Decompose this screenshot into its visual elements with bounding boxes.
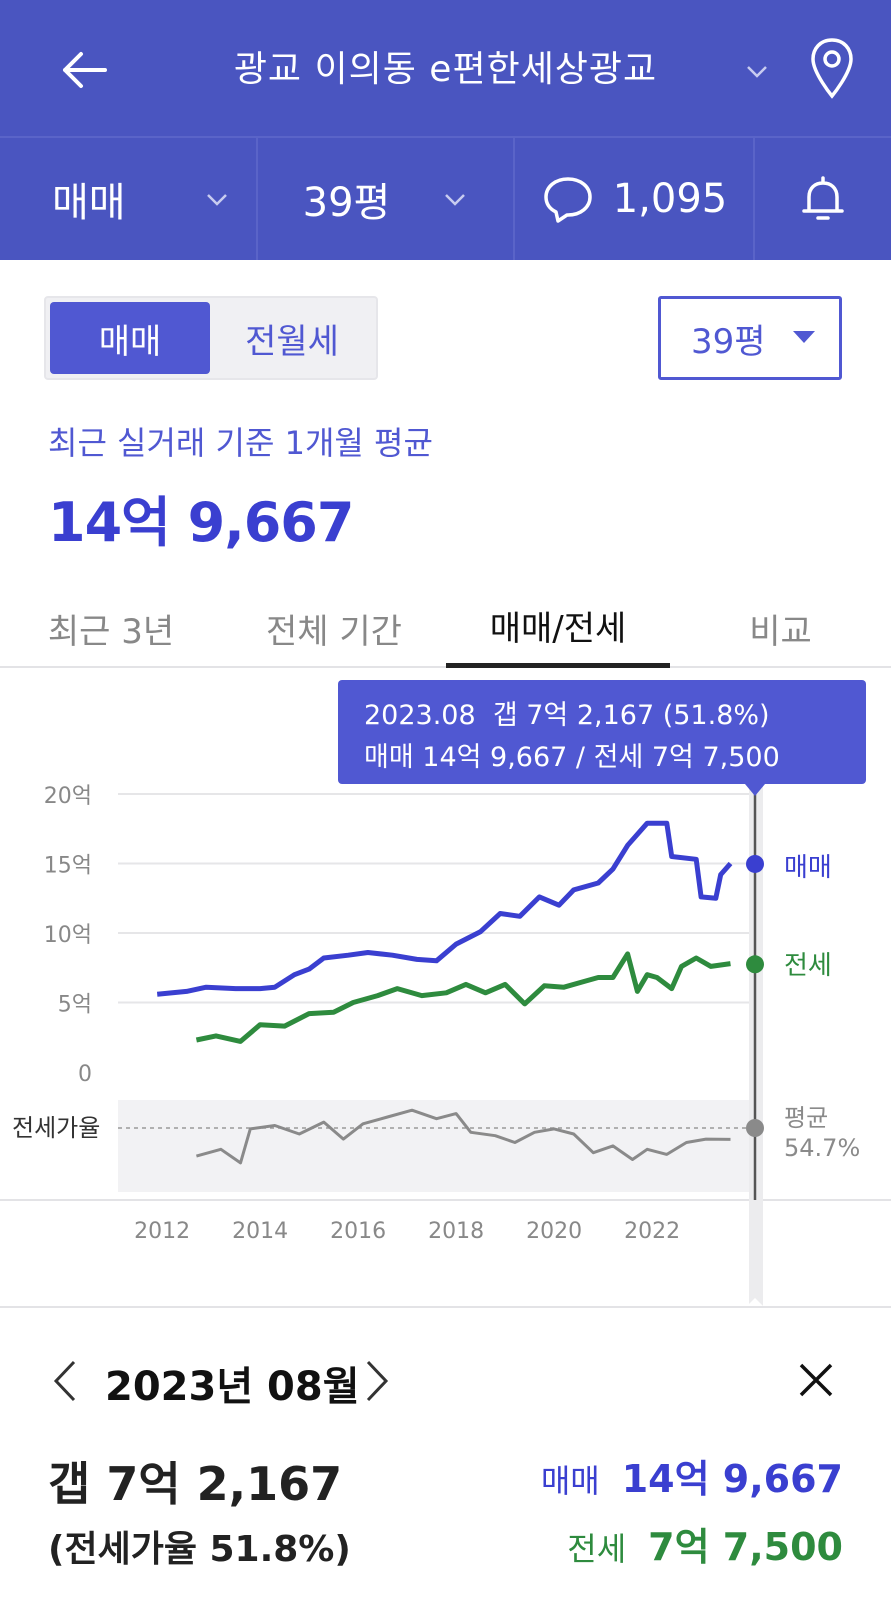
jeonse-label: 전세 [567, 1530, 627, 1568]
tab-compare[interactable]: 비교 [749, 611, 812, 652]
y-tick-label: 0 [78, 1062, 92, 1087]
sale-series-label: 매매 [784, 853, 832, 883]
chevron-down-icon [207, 194, 227, 206]
back-arrow-icon [63, 52, 107, 88]
trade-toggle: 매매 전월세 [44, 296, 378, 380]
chart-grid [118, 793, 755, 1004]
ratio-average-label: 평균 [784, 1104, 828, 1132]
close-icon[interactable] [796, 1360, 836, 1400]
cursor-notch [747, 1298, 763, 1306]
ratio-label: 전세가율 [12, 1114, 100, 1142]
sale-series-line [156, 820, 733, 997]
alert-button[interactable] [753, 138, 891, 260]
tooltip-line-1: 2023.08 갭 7억 2,167 (51.8%) [364, 700, 770, 731]
y-tick-label: 20억 [44, 784, 92, 809]
jeonse-series-line [195, 951, 731, 1044]
x-tick-label: 2018 [428, 1219, 484, 1244]
jeonse-price-row: 전세 7억 7,500 [567, 1516, 843, 1571]
tab-sale-jeonse[interactable]: 매매/전세 [446, 588, 670, 668]
trade-type-label: 매매 [52, 180, 126, 226]
y-tick-label: 5억 [58, 993, 92, 1018]
ratio-average-value: 54.7% [784, 1134, 860, 1162]
size-label: 39평 [302, 180, 391, 226]
ratio-series-line [195, 1108, 731, 1165]
x-tick-label: 2022 [624, 1219, 680, 1244]
y-tick-label: 10억 [44, 923, 92, 948]
sale-price-row: 매매 14억 9,667 [541, 1448, 843, 1503]
ratio-point [746, 1119, 764, 1137]
sale-point [746, 854, 764, 873]
selected-month: 2023년 08월 [105, 1364, 360, 1410]
size-dropdown[interactable]: 39평 [658, 296, 842, 380]
y-ticks: 20억 15억 10억 5억 0 [44, 784, 92, 1087]
sale-value: 14억 9,667 [621, 1457, 843, 1501]
caret-down-icon [793, 331, 815, 343]
jeonse-ratio: (전세가율 51.8%) [48, 1529, 351, 1570]
comment-count: 1,095 [612, 176, 728, 222]
price-caption: 최근 실거래 기준 1개월 평균 [48, 424, 433, 462]
page-title[interactable]: 광교 이의동 e편한세상광교 [233, 49, 658, 90]
gap-amount: 갭 7억 2,167 [48, 1457, 343, 1511]
jeonse-point [746, 955, 764, 974]
x-tick-label: 2014 [232, 1219, 288, 1244]
tooltip-pointer [745, 784, 765, 796]
tooltip-box [338, 680, 866, 784]
app-header: 광교 이의동 e편한세상광교 [0, 0, 891, 136]
size-dropdown-value: 39평 [691, 321, 766, 362]
ratio-panel [118, 1100, 754, 1192]
tab-all-period[interactable]: 전체 기간 [266, 611, 402, 652]
size-selector[interactable]: 39평 [256, 138, 513, 260]
chevron-left-icon[interactable] [50, 1358, 80, 1404]
chevron-down-icon [445, 194, 466, 206]
location-pin-icon[interactable] [802, 36, 862, 102]
back-button[interactable] [52, 38, 116, 102]
sale-label: 매매 [540, 1462, 600, 1500]
x-tick-label: 2012 [134, 1219, 190, 1244]
trade-type-selector[interactable]: 매매 [0, 138, 256, 260]
chevron-right-icon[interactable] [362, 1358, 392, 1404]
jeonse-value: 7억 7,500 [648, 1525, 843, 1569]
tooltip-line-2: 매매 14억 9,667 / 전세 7억 7,500 [364, 742, 780, 773]
x-ticks: 2012 2014 2016 2018 2020 2022 [134, 1219, 680, 1244]
bell-icon [802, 176, 844, 220]
period-tabs: 최근 3년 전체 기간 매매/전세 비교 [0, 576, 891, 668]
comment-icon [543, 177, 592, 223]
tab-recent-3y[interactable]: 최근 3년 [47, 611, 175, 652]
jeonse-series-label: 전세 [784, 951, 832, 981]
x-tick-label: 2020 [526, 1219, 582, 1244]
y-tick-label: 15억 [44, 854, 92, 879]
x-tick-label: 2016 [330, 1219, 386, 1244]
toggle-sale[interactable]: 매매 [50, 302, 210, 374]
average-price: 14억 9,667 [48, 491, 354, 554]
comments-button[interactable]: 1,095 [513, 138, 753, 260]
chevron-down-icon[interactable] [742, 56, 772, 86]
detail-divider [0, 1306, 891, 1308]
toggle-rent[interactable]: 전월세 [245, 321, 339, 362]
filter-bar: 매매 39평 1,095 [0, 136, 891, 260]
